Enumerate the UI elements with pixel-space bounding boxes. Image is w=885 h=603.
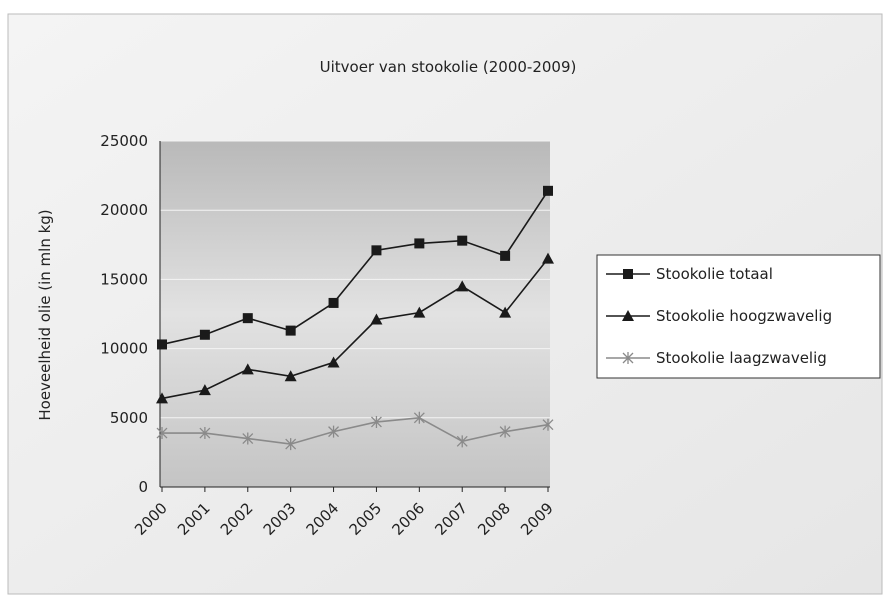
marker xyxy=(156,427,168,440)
marker xyxy=(328,425,340,438)
marker xyxy=(242,313,253,324)
y-tick-label: 25000 xyxy=(100,132,148,150)
plot-area xyxy=(160,141,550,487)
marker xyxy=(157,339,167,350)
marker xyxy=(414,238,425,249)
series-line xyxy=(161,258,549,400)
marker xyxy=(371,245,382,256)
marker xyxy=(456,280,469,292)
marker xyxy=(499,425,511,438)
marker xyxy=(622,310,634,321)
marker xyxy=(241,363,254,375)
legend-label: Stookolie hoogzwavelig xyxy=(656,307,832,325)
marker xyxy=(285,438,297,451)
legend-label: Stookolie laagzwavelig xyxy=(656,349,827,367)
marker xyxy=(413,411,425,424)
series-line xyxy=(161,190,549,346)
marker xyxy=(499,306,512,318)
series-line xyxy=(162,416,549,445)
marker xyxy=(198,384,211,396)
marker xyxy=(542,418,554,431)
marker xyxy=(543,185,553,196)
marker xyxy=(500,250,511,261)
marker xyxy=(622,352,634,364)
marker xyxy=(199,329,210,340)
y-tick-label: 0 xyxy=(138,478,148,496)
marker xyxy=(456,435,468,448)
y-tick-label: 5000 xyxy=(110,409,148,427)
marker xyxy=(242,432,254,445)
marker xyxy=(542,252,554,264)
marker xyxy=(199,427,211,440)
marker xyxy=(370,415,382,428)
y-tick-label: 10000 xyxy=(100,340,148,358)
legend-label: Stookolie totaal xyxy=(656,265,773,283)
marker xyxy=(156,392,168,404)
marker xyxy=(623,269,633,279)
y-tick-label: 20000 xyxy=(100,201,148,219)
marker xyxy=(370,313,383,325)
marker xyxy=(328,297,339,308)
marker xyxy=(413,306,426,318)
chart-title: Uitvoer van stookolie (2000-2009) xyxy=(320,58,577,76)
marker xyxy=(285,325,296,336)
y-axis-label: Hoeveelheid olie (in mln kg) xyxy=(36,209,54,420)
y-tick-label: 15000 xyxy=(100,270,148,288)
marker xyxy=(457,235,468,246)
marker xyxy=(327,356,340,368)
marker xyxy=(284,370,297,382)
